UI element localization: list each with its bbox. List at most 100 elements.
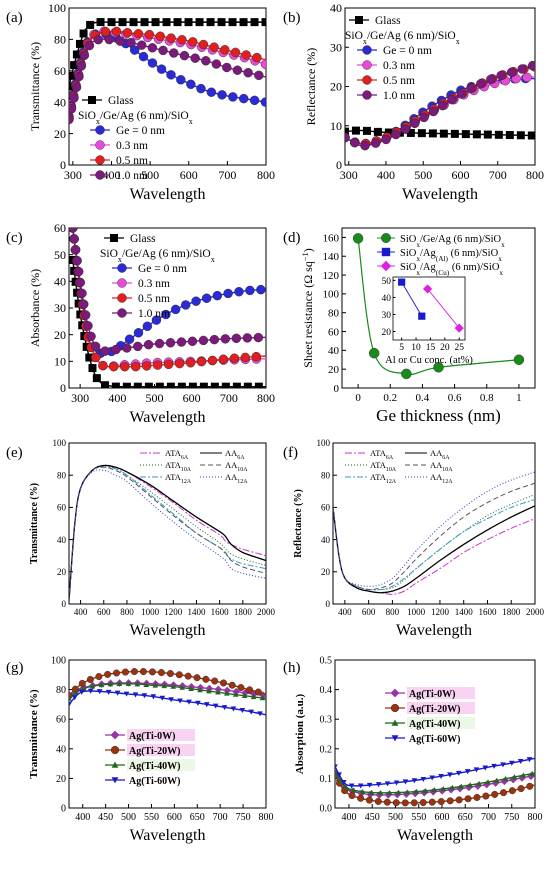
data-point bbox=[228, 681, 236, 689]
y-tick-label: 60 bbox=[321, 503, 331, 513]
data-point bbox=[232, 687, 240, 696]
x-tick-label: 1000 bbox=[141, 607, 160, 617]
data-point bbox=[402, 779, 409, 785]
data-point bbox=[86, 675, 94, 683]
data-point bbox=[228, 18, 237, 27]
series-line bbox=[69, 469, 266, 601]
data-point bbox=[491, 763, 497, 769]
data-point bbox=[107, 18, 116, 27]
data-point bbox=[483, 130, 492, 139]
x-tick-label: 0.2 bbox=[383, 392, 397, 404]
data-point bbox=[230, 706, 237, 712]
data-point bbox=[464, 769, 471, 775]
data-point bbox=[342, 784, 349, 790]
y-tick-label: 0 bbox=[336, 158, 342, 172]
y-tick-label: 40 bbox=[328, 345, 340, 357]
data-point bbox=[154, 338, 165, 349]
data-point bbox=[196, 683, 205, 692]
data-point bbox=[340, 780, 347, 786]
data-point bbox=[223, 686, 232, 695]
data-point bbox=[77, 288, 87, 299]
data-point bbox=[260, 97, 266, 107]
x-tick-label: 0.4 bbox=[416, 392, 430, 404]
data-point bbox=[188, 382, 197, 388]
data-point bbox=[241, 689, 249, 697]
data-point bbox=[351, 126, 360, 135]
data-point bbox=[111, 26, 122, 37]
data-point bbox=[157, 669, 165, 677]
data-point bbox=[383, 798, 391, 806]
data-point bbox=[243, 382, 252, 388]
data-point bbox=[190, 53, 200, 63]
data-point bbox=[391, 129, 401, 140]
data-point bbox=[417, 129, 426, 138]
inset-y-tick-label: 50 bbox=[382, 277, 392, 287]
x-tick-label: 1600 bbox=[211, 607, 230, 617]
data-point bbox=[465, 783, 473, 792]
data-point bbox=[437, 100, 448, 111]
data-point bbox=[75, 39, 84, 48]
legend-label: Ag(Ti-60W) bbox=[129, 776, 180, 787]
data-point bbox=[240, 352, 251, 363]
y-tick-label: 100 bbox=[51, 656, 66, 667]
data-point bbox=[239, 93, 249, 104]
plot-area bbox=[352, 233, 525, 380]
data-point bbox=[476, 780, 482, 786]
data-point bbox=[98, 360, 108, 371]
data-point bbox=[71, 82, 82, 93]
legend-marker bbox=[381, 247, 391, 257]
x-tick-label: 700 bbox=[213, 812, 228, 823]
data-point bbox=[223, 690, 230, 696]
data-point bbox=[438, 773, 444, 779]
y-tick-label: 0 bbox=[334, 383, 340, 395]
data-point bbox=[406, 128, 415, 137]
data-point bbox=[144, 29, 155, 40]
data-point bbox=[395, 789, 402, 795]
data-point bbox=[96, 689, 103, 695]
data-point bbox=[516, 131, 525, 140]
data-point bbox=[336, 772, 342, 778]
data-point bbox=[151, 315, 162, 325]
y-tick-label: 10 bbox=[54, 355, 66, 369]
data-point bbox=[198, 39, 209, 50]
data-point bbox=[186, 79, 196, 90]
data-point bbox=[168, 697, 174, 703]
y-tick-label: 0 bbox=[60, 158, 66, 172]
data-point bbox=[212, 703, 219, 709]
plot-frame bbox=[341, 227, 536, 389]
data-point bbox=[433, 362, 444, 373]
inset-data-point bbox=[418, 312, 426, 320]
data-point bbox=[155, 31, 165, 41]
data-point bbox=[93, 34, 103, 45]
data-point bbox=[529, 770, 535, 776]
data-point bbox=[221, 705, 228, 711]
y-axis-label: Transmittance (%) bbox=[28, 689, 40, 779]
data-point bbox=[196, 356, 207, 367]
data-point bbox=[248, 709, 254, 715]
data-point bbox=[115, 36, 125, 46]
x-tick-label: 400 bbox=[74, 607, 88, 617]
data-point bbox=[69, 82, 73, 91]
data-point bbox=[491, 790, 499, 798]
data-point bbox=[230, 47, 241, 58]
y-tick-label: 60 bbox=[56, 715, 66, 726]
data-point bbox=[131, 361, 141, 372]
data-point bbox=[259, 695, 266, 701]
panel-label: (g) bbox=[6, 660, 24, 676]
data-point bbox=[69, 93, 79, 103]
data-point bbox=[201, 293, 212, 303]
data-point bbox=[458, 783, 465, 789]
x-tick-label: 700 bbox=[489, 168, 507, 182]
data-point bbox=[250, 694, 257, 700]
data-point bbox=[217, 90, 227, 100]
y-tick-label: 0.2 bbox=[320, 744, 333, 755]
data-point bbox=[500, 777, 509, 786]
inset-y-tick-label: 40 bbox=[382, 294, 392, 304]
data-point bbox=[446, 797, 454, 805]
data-point bbox=[173, 18, 182, 27]
data-point bbox=[170, 304, 181, 315]
inset-series-line bbox=[427, 288, 460, 329]
legend-label: Ge = 0 nm bbox=[383, 45, 432, 57]
x-tick-label: 0 bbox=[355, 392, 361, 404]
data-point bbox=[150, 694, 157, 700]
